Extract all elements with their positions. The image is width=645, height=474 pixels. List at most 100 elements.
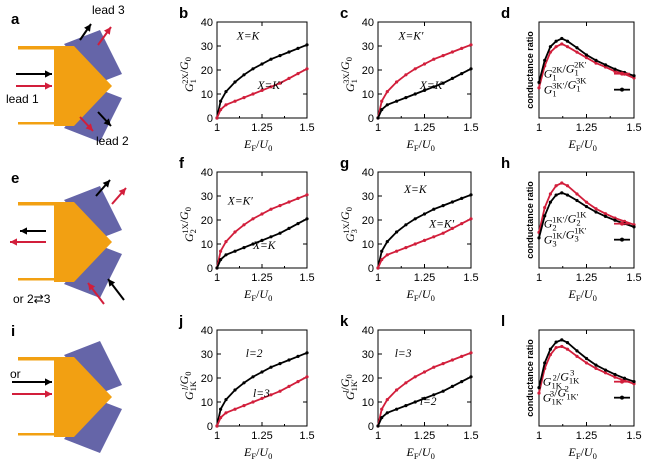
data-point bbox=[622, 219, 627, 223]
label-part: / bbox=[564, 212, 568, 226]
label-part: G bbox=[566, 62, 575, 76]
data-point bbox=[395, 230, 399, 234]
data-point bbox=[469, 375, 473, 379]
curve-annotation: X=K bbox=[419, 80, 444, 92]
x-tick-label: 1.25 bbox=[414, 122, 435, 134]
y-tick-label: 30 bbox=[201, 191, 213, 203]
data-point bbox=[565, 39, 570, 43]
data-point bbox=[242, 246, 246, 250]
label-part: G bbox=[182, 391, 196, 400]
x-tick-label: 1.25 bbox=[414, 272, 435, 284]
lead-3-body bbox=[64, 30, 122, 84]
y-tick-label: 40 bbox=[362, 17, 374, 29]
y-tick-label: 20 bbox=[201, 215, 213, 227]
data-point bbox=[215, 266, 219, 270]
y-tick-label: 0 bbox=[207, 113, 213, 125]
data-point bbox=[554, 193, 558, 197]
lead-1-edge bbox=[18, 46, 58, 48]
data-point bbox=[537, 86, 541, 90]
label-part: 1K bbox=[552, 231, 563, 241]
curve-annotation: X=K bbox=[236, 30, 261, 42]
data-point bbox=[460, 380, 464, 384]
lead2-arrow-black-head bbox=[103, 118, 111, 126]
data-point bbox=[395, 80, 399, 84]
series-line-0 bbox=[377, 43, 472, 119]
panel-letter-l: l bbox=[501, 313, 505, 330]
x-axis-label: EF/U0 bbox=[243, 287, 272, 303]
label-part: 1K′ bbox=[574, 226, 586, 236]
label-part: G bbox=[568, 78, 577, 92]
data-point bbox=[632, 74, 636, 78]
curve-annotation: X=K′ bbox=[397, 30, 423, 42]
data-point bbox=[305, 351, 309, 355]
x-tick-label: 1.25 bbox=[576, 430, 597, 442]
lead2-arrow-black bbox=[97, 111, 112, 127]
x-tick-label: 1 bbox=[214, 272, 220, 284]
label-part: / bbox=[419, 287, 423, 301]
lead-2-body bbox=[64, 88, 122, 142]
lead2-arrow-red bbox=[79, 116, 94, 132]
data-point bbox=[242, 96, 246, 100]
y-tick-label: 40 bbox=[201, 325, 213, 337]
data-point bbox=[575, 192, 579, 196]
x-tick-label: 1.5 bbox=[463, 122, 478, 134]
data-point bbox=[376, 116, 380, 120]
data-point bbox=[376, 424, 380, 428]
label-part: / bbox=[562, 228, 566, 242]
data-point bbox=[441, 362, 445, 366]
data-point bbox=[632, 76, 636, 80]
data-point bbox=[287, 384, 291, 388]
label-part: G bbox=[338, 378, 352, 387]
data-point bbox=[233, 230, 237, 234]
y-axis-label: G13X/G0 bbox=[338, 57, 359, 92]
lead3-out-black bbox=[95, 179, 111, 197]
label-part: 1K bbox=[569, 376, 580, 386]
y-tick-label: 20 bbox=[362, 65, 374, 77]
label-part: 0 bbox=[431, 143, 435, 153]
x-tick-label: 1.5 bbox=[299, 272, 314, 284]
lead-1-edge bbox=[18, 357, 58, 359]
lead2-in-black-head bbox=[108, 279, 116, 287]
label-part: F bbox=[576, 143, 581, 153]
panel-letter-k: k bbox=[340, 313, 349, 330]
data-point bbox=[224, 253, 228, 257]
label-part: 2 bbox=[553, 373, 557, 383]
data-point bbox=[565, 45, 570, 49]
label-part: U bbox=[422, 445, 432, 459]
data-point bbox=[395, 99, 399, 103]
data-point bbox=[565, 347, 570, 351]
label-part: E bbox=[406, 137, 415, 151]
data-point bbox=[632, 379, 636, 384]
lead3-arrow-red bbox=[97, 26, 112, 46]
data-point bbox=[613, 67, 617, 71]
label-part: G bbox=[343, 233, 357, 242]
data-point bbox=[380, 108, 384, 112]
label-part: / bbox=[256, 445, 260, 459]
data-point bbox=[565, 341, 570, 345]
left-lead-bottom bbox=[18, 433, 64, 436]
data-point bbox=[376, 266, 380, 270]
y-tick-label: 10 bbox=[201, 89, 213, 101]
label-part: E bbox=[243, 445, 252, 459]
data-point bbox=[296, 354, 300, 358]
x-tick-label: 1 bbox=[214, 430, 220, 442]
panel-letter-d: d bbox=[501, 5, 510, 22]
label-part: E bbox=[406, 287, 415, 301]
legend-entry: G1K2/G1K3 bbox=[543, 368, 580, 391]
data-point bbox=[219, 258, 223, 262]
label-part: 3 bbox=[550, 389, 554, 399]
label-part: 1K bbox=[188, 380, 198, 391]
data-point bbox=[560, 181, 564, 185]
y-tick-label: 20 bbox=[362, 373, 374, 385]
y-tick-label: 30 bbox=[362, 191, 374, 203]
data-point bbox=[269, 235, 273, 239]
legend-marker bbox=[620, 395, 624, 400]
data-point bbox=[584, 56, 589, 60]
data-point bbox=[560, 338, 564, 342]
data-point bbox=[251, 217, 255, 221]
data-point bbox=[219, 99, 223, 103]
data-point bbox=[380, 407, 384, 411]
triangle-device bbox=[54, 202, 112, 282]
data-point bbox=[233, 99, 237, 103]
lead2-in-red-head bbox=[88, 283, 96, 291]
